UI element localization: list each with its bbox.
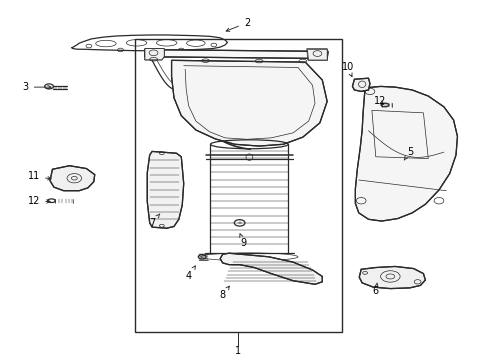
- Polygon shape: [306, 49, 326, 60]
- Text: 10: 10: [341, 63, 353, 77]
- Text: 2: 2: [225, 18, 249, 31]
- Polygon shape: [50, 166, 95, 191]
- Text: 12: 12: [28, 197, 50, 206]
- Text: 11: 11: [28, 171, 51, 181]
- Polygon shape: [147, 152, 183, 228]
- Text: 4: 4: [185, 266, 195, 282]
- Text: 9: 9: [239, 234, 246, 248]
- Text: 5: 5: [404, 147, 412, 160]
- Text: 12: 12: [373, 96, 385, 107]
- Polygon shape: [144, 50, 327, 59]
- Text: 7: 7: [149, 214, 160, 228]
- Polygon shape: [352, 78, 369, 91]
- Text: 8: 8: [219, 286, 229, 300]
- Polygon shape: [359, 266, 425, 289]
- Text: 6: 6: [372, 283, 378, 296]
- Polygon shape: [355, 86, 457, 221]
- Text: 1: 1: [235, 346, 241, 356]
- Polygon shape: [144, 49, 164, 60]
- Polygon shape: [171, 60, 326, 146]
- Text: 3: 3: [22, 82, 51, 92]
- Polygon shape: [220, 253, 322, 284]
